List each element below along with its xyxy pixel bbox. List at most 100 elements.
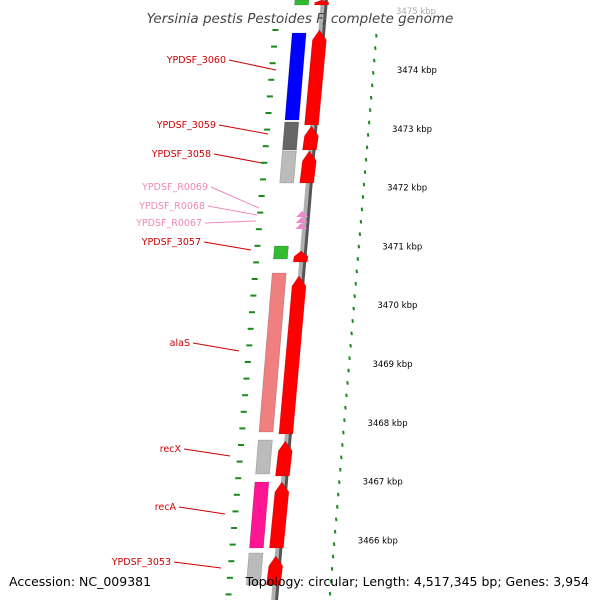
- outer-tick: [328, 591, 332, 596]
- outer-tick: [341, 443, 344, 447]
- kbp-label-3469: 3469 kbp: [372, 360, 412, 370]
- orf-red-top: [314, 0, 330, 6]
- outer-tick: [360, 207, 364, 212]
- inner-tick-track: [225, 29, 279, 596]
- leader-ypdsf-3060: [228, 59, 277, 71]
- outer-tick: [331, 554, 335, 559]
- outer-tick: [332, 542, 336, 547]
- outer-tick: [338, 480, 341, 485]
- outer-tick: [337, 492, 340, 497]
- gene-label-recx: recX: [160, 444, 182, 455]
- outer-tick: [346, 381, 349, 385]
- outer-tick: [356, 257, 360, 261]
- gene-label-ypdsf-3058: YPDSF_3058: [151, 149, 211, 160]
- feature-ypdsf-3059: [282, 121, 300, 151]
- label-leader-lines: [173, 59, 277, 569]
- map-title: Yersinia pestis Pestoides F, complete ge…: [147, 11, 454, 27]
- outer-tick: [374, 46, 377, 51]
- feature-track: [246, 0, 330, 586]
- rna-r0068: [295, 217, 308, 223]
- outer-tick: [344, 405, 347, 410]
- orf-red-recx: [275, 440, 293, 477]
- leader-ypdsf-r0069: [210, 186, 260, 209]
- kbp-label-3467: 3467 kbp: [363, 478, 403, 488]
- outer-tick: [363, 170, 367, 175]
- outer-tick: [349, 343, 352, 348]
- outer-tick: [340, 455, 343, 460]
- topology-label: Topology: circular; Length: 4,517,345 bp…: [245, 574, 589, 589]
- outer-tick: [334, 517, 338, 522]
- outer-tick: [350, 331, 353, 336]
- gene-label-ypdsf-r0069: YPDSF_R0069: [141, 182, 208, 193]
- leader-ypdsf-3058: [213, 153, 263, 164]
- rna-r0069: [296, 211, 309, 217]
- outer-tick: [366, 133, 370, 137]
- gene-label-ypdsf-3059: YPDSF_3059: [156, 120, 216, 131]
- outer-tick: [361, 195, 365, 199]
- outer-tick: [342, 430, 345, 435]
- outer-tick: [348, 356, 351, 361]
- kbp-label-3470: 3470 kbp: [377, 301, 417, 311]
- leader-ypdsf-3053: [173, 561, 222, 569]
- outer-tick: [343, 418, 346, 423]
- leader-ypdsf-r0067: [204, 220, 257, 224]
- outer-tick: [369, 95, 373, 100]
- outer-tick: [329, 579, 333, 584]
- kbp-label-3468: 3468 kbp: [368, 419, 408, 429]
- kbp-labels: 3475 kbp 3474 kbp 3473 kbp 3472 kbp 3471 kb…: [358, 7, 437, 546]
- outer-tick: [335, 505, 339, 509]
- gene-labels: YPDSF_3060 YPDSF_3059 YPDSF_3058 YPDSF_R006…: [111, 55, 226, 568]
- gene-label-ypdsf-r0068: YPDSF_R0068: [138, 201, 205, 212]
- orf-red-3057: [292, 250, 309, 263]
- leader-ypdsf-r0068: [207, 205, 258, 216]
- orf-red-3059: [302, 125, 319, 151]
- feature-alas: [258, 272, 287, 433]
- accession-label: Accession: NC_009381: [9, 574, 151, 589]
- outer-tick: [352, 306, 355, 311]
- outer-tick: [362, 182, 366, 187]
- outer-tick: [368, 108, 372, 113]
- kbp-label-3474: 3474 kbp: [397, 66, 437, 76]
- outer-tick: [347, 368, 350, 373]
- feature-top-green: [294, 0, 310, 6]
- outer-tick: [351, 319, 354, 323]
- outer-tick: [365, 145, 369, 150]
- leader-alas: [192, 342, 240, 352]
- outer-tick: [353, 294, 356, 299]
- outer-tick: [367, 120, 371, 125]
- outer-tick: [333, 529, 337, 534]
- leader-ypdsf-3057: [203, 241, 252, 251]
- gene-label-ypdsf-3057: YPDSF_3057: [141, 237, 201, 248]
- outer-tick: [364, 157, 368, 162]
- gene-label-ypdsf-3060: YPDSF_3060: [166, 55, 226, 66]
- outer-tick: [359, 219, 363, 224]
- outer-tick: [345, 393, 348, 398]
- feature-ypdsf-3060: [284, 32, 307, 121]
- kbp-label-3472: 3472 kbp: [387, 184, 427, 194]
- orf-red-3058: [299, 150, 317, 184]
- orf-red-3060: [304, 29, 327, 126]
- leader-reca: [178, 506, 226, 515]
- outer-tick: [372, 71, 375, 75]
- outer-tick: [375, 33, 378, 38]
- feature-reca: [249, 481, 270, 549]
- outer-tick: [370, 83, 374, 88]
- feature-ypdsf-3058: [279, 150, 297, 184]
- gene-label-alas: alaS: [170, 338, 190, 349]
- kbp-label-top-partial: 3475 kbp: [396, 7, 436, 17]
- rna-r0067: [295, 223, 308, 229]
- leader-ypdsf-3059: [218, 124, 269, 135]
- outer-tick-track: [328, 33, 378, 596]
- orf-red-alas: [278, 275, 307, 435]
- gene-label-reca: recA: [155, 502, 177, 513]
- leader-recx: [183, 448, 231, 457]
- gene-label-ypdsf-3053: YPDSF_3053: [111, 557, 171, 568]
- outer-tick: [373, 58, 376, 63]
- feature-ypdsf-3057: [273, 245, 289, 260]
- outer-tick: [330, 567, 334, 571]
- orf-red-reca: [269, 481, 290, 549]
- orf-red-3053: [266, 555, 284, 586]
- kbp-label-3466: 3466 kbp: [358, 536, 398, 546]
- feature-recx: [255, 439, 273, 475]
